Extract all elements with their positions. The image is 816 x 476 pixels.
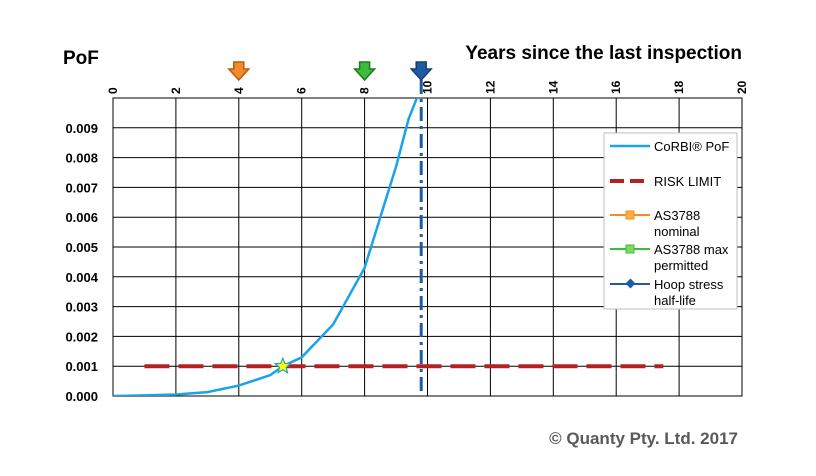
x-tick-label: 0 bbox=[106, 87, 120, 94]
y-tick-label: 0.004 bbox=[65, 270, 98, 285]
x-tick-label: 20 bbox=[735, 80, 749, 94]
y-axis-title: PoF bbox=[63, 48, 99, 69]
x-tick-label: 14 bbox=[546, 80, 560, 94]
y-tick-label: 0.001 bbox=[65, 359, 98, 374]
y-tick-label: 0.007 bbox=[65, 180, 98, 195]
y-tick-label: 0.008 bbox=[65, 151, 98, 166]
y-tick-label: 0.006 bbox=[65, 210, 98, 225]
x-tick-label: 6 bbox=[295, 87, 309, 94]
legend-item-risk-limit: RISK LIMIT bbox=[610, 174, 721, 189]
x-tick-label: 8 bbox=[358, 87, 372, 94]
y-tick-label: 0.000 bbox=[65, 389, 98, 404]
x-tick-label: 16 bbox=[609, 80, 623, 94]
legend-label-corbi-pof: CoRBI® PoF bbox=[654, 139, 729, 154]
legend-label-as3788-max: AS3788 max permitted bbox=[654, 242, 732, 273]
as3788-nominal-arrow-marker bbox=[227, 61, 251, 82]
y-tick-label: 0.002 bbox=[65, 329, 98, 344]
legend-label-as3788-nominal: AS3788 nominal bbox=[654, 208, 704, 239]
legend-swatch-marker-hoop-stress bbox=[625, 278, 636, 289]
x-tick-label: 18 bbox=[672, 80, 686, 94]
x-tick-label: 4 bbox=[232, 87, 246, 94]
tick-labels: 0 2 4 6 8 10 12 14 16 18 20 0.000 0.001 0.002 0.003 0.0… bbox=[65, 80, 749, 404]
as3788-max-arrow-marker bbox=[352, 61, 377, 82]
legend-item-as3788-nominal: AS3788 nominal bbox=[610, 208, 704, 239]
y-tick-label: 0.009 bbox=[65, 121, 98, 136]
y-tick-label: 0.005 bbox=[65, 240, 98, 255]
copyright-notice: © Quanty Pty. Ltd. 2017 bbox=[549, 429, 738, 448]
x-tick-label: 2 bbox=[169, 87, 183, 94]
plot-area bbox=[113, 61, 664, 396]
legend-swatch-marker-as3788-max bbox=[625, 244, 635, 254]
y-tick-label: 0.003 bbox=[65, 300, 98, 315]
x-axis-title: Years since the last inspection bbox=[465, 43, 742, 64]
legend-item-corbi-pof: CoRBI® PoF bbox=[610, 139, 729, 154]
intersection-star-marker bbox=[273, 356, 292, 375]
legend-box bbox=[603, 132, 738, 310]
legend-item-hoop-stress: Hoop stress half-life bbox=[610, 277, 727, 308]
legend-item-as3788-max: AS3788 max permitted bbox=[610, 242, 732, 273]
legend-label-hoop-stress: Hoop stress half-life bbox=[654, 277, 727, 308]
hoop-stress-arrow-marker bbox=[409, 61, 433, 82]
legend-swatch-marker-as3788-nominal bbox=[625, 210, 635, 220]
legend-label-risk-limit: RISK LIMIT bbox=[654, 174, 721, 189]
series-line-corbi-pof bbox=[113, 98, 419, 396]
legend: CoRBI® PoF RISK LIMIT AS3788 nominal AS3… bbox=[603, 132, 738, 310]
x-tick-label: 10 bbox=[421, 80, 435, 94]
x-tick-label: 12 bbox=[483, 80, 497, 94]
